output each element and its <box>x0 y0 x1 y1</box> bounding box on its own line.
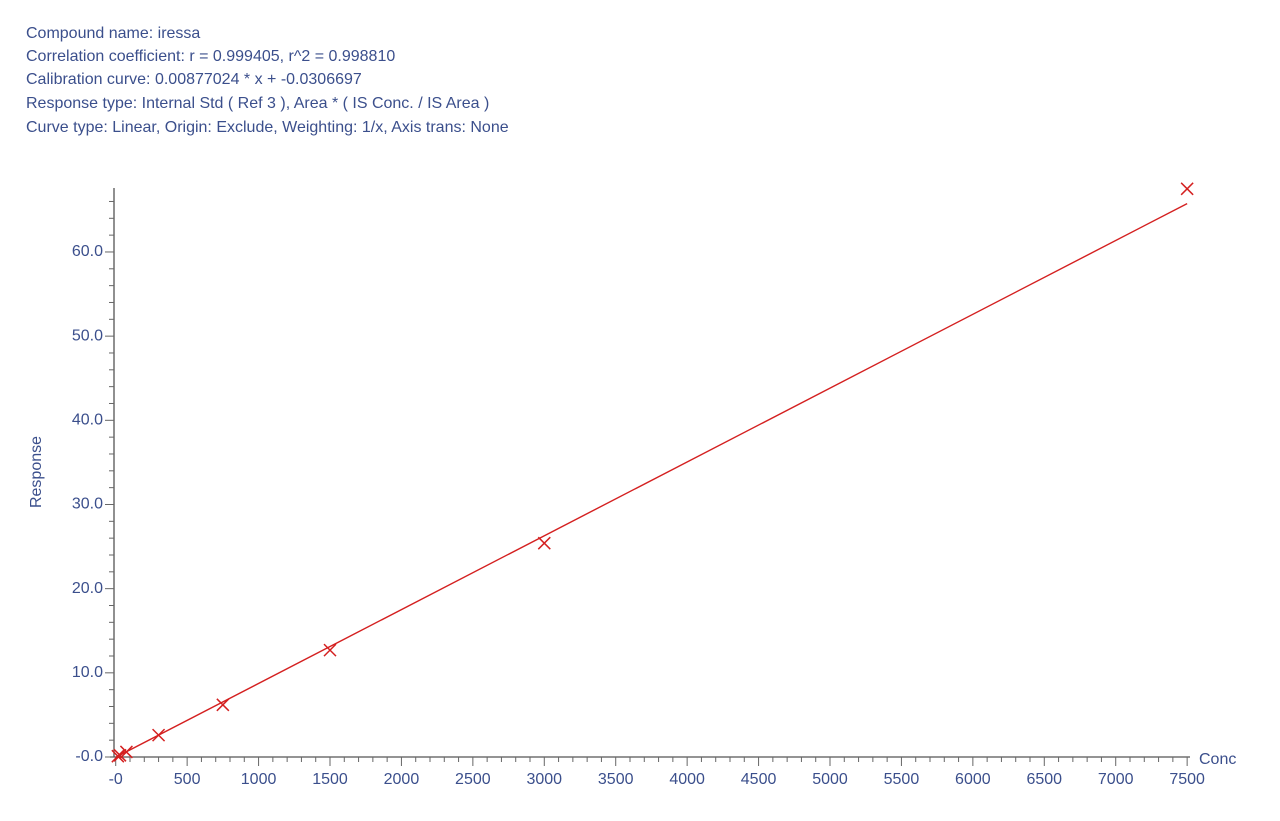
x-tick-label: 2500 <box>455 771 491 788</box>
data-point <box>323 643 337 657</box>
x-tick-label: 7000 <box>1098 771 1134 788</box>
y-tick-label: 50.0 <box>72 327 103 344</box>
x-axis-label: Conc <box>1199 751 1236 768</box>
fit-line <box>115 202 1188 758</box>
x-tick-label: 500 <box>174 771 201 788</box>
y-tick-label: 60.0 <box>72 243 103 260</box>
x-tick-label: 3000 <box>526 771 562 788</box>
x-tick-label: 5000 <box>812 771 848 788</box>
data-point <box>113 748 127 762</box>
data-point <box>152 728 166 742</box>
x-tick-label: 6500 <box>1026 771 1062 788</box>
header-line: Response type: Internal Std ( Ref 3 ), A… <box>26 95 489 112</box>
data-point <box>111 749 125 763</box>
x-tick-label: 1000 <box>241 771 277 788</box>
data-point <box>537 536 551 550</box>
data-point <box>119 745 133 759</box>
x-tick-label: 6000 <box>955 771 991 788</box>
x-tick-label: 1500 <box>312 771 348 788</box>
x-tick-label: 4500 <box>741 771 777 788</box>
y-tick-label: 40.0 <box>72 412 103 429</box>
x-tick-label: -0 <box>109 771 123 788</box>
header-line: Calibration curve: 0.00877024 * x + -0.0… <box>26 71 362 88</box>
header-line: Curve type: Linear, Origin: Exclude, Wei… <box>26 119 509 136</box>
y-tick-label: 10.0 <box>72 664 103 681</box>
header-line: Correlation coefficient: r = 0.999405, r… <box>26 48 395 65</box>
data-point <box>1180 182 1194 196</box>
x-tick-label: 4000 <box>669 771 705 788</box>
y-axis-label: Response <box>28 436 45 508</box>
y-tick-label: 20.0 <box>72 580 103 597</box>
data-point <box>216 698 230 712</box>
x-tick-label: 2000 <box>384 771 420 788</box>
x-tick-label: 7500 <box>1169 771 1205 788</box>
y-tick-label: 30.0 <box>72 496 103 513</box>
x-tick-label: 3500 <box>598 771 634 788</box>
header-line: Compound name: iressa <box>26 25 200 42</box>
x-tick-label: 5500 <box>884 771 920 788</box>
y-tick-label: -0.0 <box>75 748 103 765</box>
